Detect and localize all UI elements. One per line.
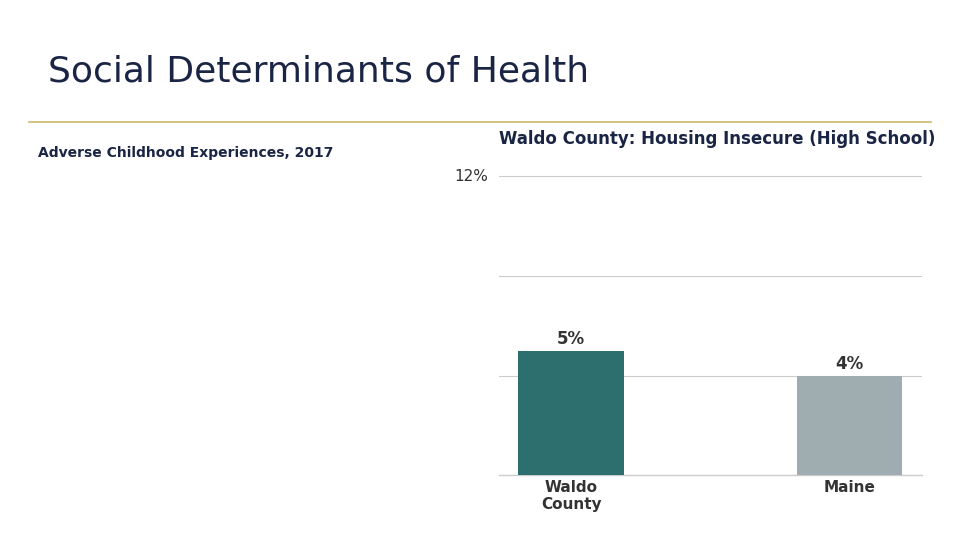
Text: 4%: 4% — [835, 355, 864, 373]
Text: Social Determinants of Health: Social Determinants of Health — [48, 54, 589, 88]
Bar — [797, 375, 902, 475]
Text: 12%: 12% — [454, 168, 489, 184]
Text: 27: 27 — [915, 521, 931, 534]
Text: 5%: 5% — [557, 330, 586, 348]
Bar — [518, 350, 624, 475]
Text: Waldo County: Housing Insecure (High School): Waldo County: Housing Insecure (High Sch… — [499, 130, 936, 147]
Text: Adverse Childhood Experiences, 2017: Adverse Childhood Experiences, 2017 — [38, 146, 334, 160]
